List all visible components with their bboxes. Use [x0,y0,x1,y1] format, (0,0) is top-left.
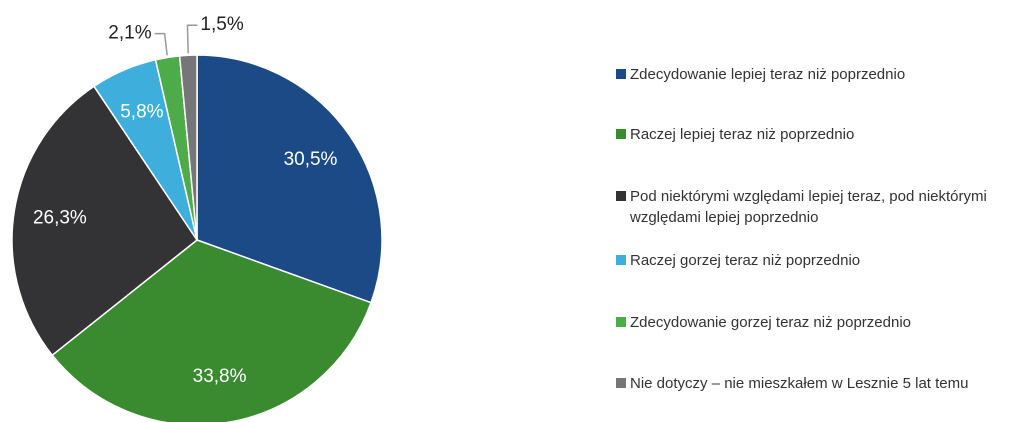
pie-slice [51,239,373,422]
legend-label: Raczej lepiej teraz niż poprzednio [630,126,855,143]
legend-label: Zdecydowanie gorzej teraz niż poprzednio [630,314,911,331]
data-label: 1,5% [200,14,243,35]
legend-swatch [616,69,626,79]
leader-line [186,24,198,54]
legend-item: Pod niektórymi względami lepiej teraz, p… [616,186,1016,228]
legend-label: Pod niektórymi względami lepiej teraz, p… [630,188,987,226]
legend-swatch [616,255,626,265]
pie-slice [11,85,199,357]
legend-swatch [616,191,626,201]
legend-item: Raczej gorzej teraz niż poprzednio [616,250,1016,271]
legend-item: Zdecydowanie gorzej teraz niż poprzednio [616,312,1016,333]
data-label: 26,3% [33,208,87,229]
legend-label: Raczej gorzej teraz niż poprzednio [630,252,861,269]
pie-slice [178,54,198,241]
pie-slice [196,54,383,304]
legend-label: Nie dotyczy – nie mieszkałem w Lesznie 5… [630,375,969,392]
legend-item: Zdecydowanie lepiej teraz niż poprzednio [616,64,1016,85]
legend-item: Nie dotyczy – nie mieszkałem w Lesznie 5… [616,373,1016,394]
data-label: 33,8% [193,366,247,387]
pie-area: 30,5% 33,8% 26,3% 5,8% 2,1% 1,5% [11,14,383,422]
data-label: 30,5% [284,149,338,170]
leader-line [154,32,168,56]
data-label: 2,1% [108,23,151,44]
legend-swatch [616,129,626,139]
legend-swatch [616,317,626,327]
data-label: 5,8% [120,102,163,123]
legend-swatch [616,378,626,388]
legend-item: Raczej lepiej teraz niż poprzednio [616,124,1016,145]
legend-label: Zdecydowanie lepiej teraz niż poprzednio [630,66,906,83]
